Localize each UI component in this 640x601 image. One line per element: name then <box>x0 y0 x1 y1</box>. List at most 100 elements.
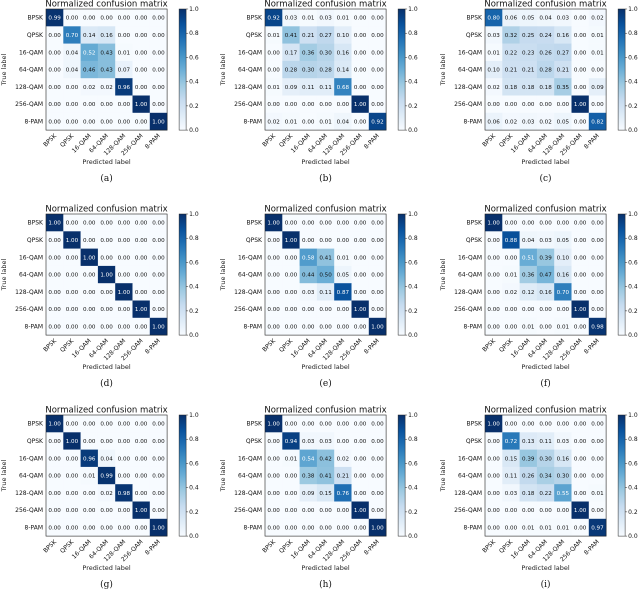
cell-value-label: 0.15 <box>319 491 332 497</box>
cell-value-label: 0.00 <box>135 16 148 22</box>
heatmap-cell <box>46 484 64 502</box>
heatmap-cell <box>282 484 300 502</box>
cell-value-label: 0.28 <box>539 68 552 74</box>
heatmap-cell <box>536 78 555 96</box>
cell-value-label: 0.13 <box>522 439 535 445</box>
cell-value-label: 0.00 <box>267 238 280 244</box>
cell-value-label: 0.00 <box>267 50 280 56</box>
heatmap-cell <box>334 26 352 44</box>
heatmap-cell <box>63 484 81 502</box>
y-tick-label: 256-QAM <box>454 507 482 514</box>
heatmap-cell <box>588 283 607 301</box>
cell-value-label: 0.70 <box>66 33 79 39</box>
y-tick-label: 16-QAM <box>19 49 43 56</box>
cell-value-label: 0.00 <box>135 119 148 125</box>
heatmap-cell <box>46 518 64 537</box>
cell-value-label: 0.00 <box>152 255 165 261</box>
heatmap-cell <box>554 501 572 520</box>
x-axis-label: Predicted label <box>301 363 349 371</box>
heatmap-cell <box>554 95 572 114</box>
confusion-matrix-panel: Normalized confusion matrix 0.99 0.00 0.00 0… <box>0 0 199 184</box>
heatmap-cell <box>63 231 81 249</box>
cell-value-label: 0.00 <box>337 221 350 227</box>
cell-value-label: 0.00 <box>337 307 350 313</box>
heatmap-cell <box>368 449 387 468</box>
heatmap-cell <box>368 9 387 27</box>
y-axis-label: True label <box>0 460 8 493</box>
chart-title: Normalized confusion matrix <box>484 406 606 416</box>
heatmap-cell <box>316 248 335 267</box>
x-axis-label: Predicted label <box>521 158 569 166</box>
cell-value-label: 0.00 <box>319 221 332 227</box>
cell-value-label: 0.01 <box>319 119 332 125</box>
cell-value-label: 1.00 <box>574 307 587 313</box>
chart-title: Normalized confusion matrix <box>264 0 386 10</box>
cell-value-label: 0.00 <box>267 508 280 514</box>
heatmap-cell <box>46 300 64 319</box>
y-tick-label: QPSK <box>246 237 263 244</box>
cell-value-label: 0.70 <box>557 290 570 296</box>
cell-value-label: 0.00 <box>319 324 332 330</box>
chart-title: Normalized confusion matrix <box>45 406 167 416</box>
cell-value-label: 0.00 <box>152 422 165 428</box>
y-tick-label: 64-QAM <box>19 272 43 279</box>
cell-value-label: 0.00 <box>574 255 587 261</box>
heatmap-cell <box>368 283 387 301</box>
y-tick-label: 8-PAM <box>464 118 483 125</box>
heatmap-cell <box>554 518 572 537</box>
heatmap-cell <box>351 415 370 433</box>
heatmap-cell <box>63 112 81 131</box>
cell-value-label: 0.87 <box>337 290 350 296</box>
x-tick-label: 8-PAM <box>363 338 381 356</box>
x-tick-label: 8-PAM <box>144 133 162 151</box>
heatmap-cell <box>502 466 520 485</box>
heatmap-cell <box>588 449 607 468</box>
colorbar-tick-label: 1.0 <box>189 412 199 419</box>
cell-value-label: 0.00 <box>487 324 500 330</box>
cell-value-label: 0.15 <box>505 456 518 462</box>
heatmap-cell <box>299 501 318 520</box>
cell-value-label: 0.00 <box>371 508 384 514</box>
colorbar-tick-label: 0.0 <box>189 533 199 540</box>
heatmap-cell <box>536 231 555 249</box>
heatmap-cell <box>571 60 590 79</box>
x-tick-label: BPSK <box>481 538 498 555</box>
plot-frame <box>484 414 607 537</box>
heatmap-cell <box>132 283 151 301</box>
heatmap-cell <box>80 484 99 502</box>
cell-value-label: 0.10 <box>487 68 500 74</box>
cell-value-label: 1.00 <box>135 307 148 313</box>
y-tick-label: QPSK <box>27 438 44 445</box>
cell-value-label: 1.00 <box>152 324 165 330</box>
panel-caption: (i) <box>541 579 551 590</box>
cell-value-label: 0.82 <box>591 119 603 125</box>
cell-value-label: 0.00 <box>48 238 61 244</box>
heatmap-cell <box>368 518 387 537</box>
cell-value-label: 0.00 <box>522 508 535 514</box>
cell-value-label: 0.00 <box>337 439 350 445</box>
heatmap-cell <box>132 432 151 450</box>
cell-value-label: 0.00 <box>48 85 61 91</box>
cell-value-label: 0.00 <box>100 324 113 330</box>
y-tick-label: BPSK <box>247 15 264 22</box>
y-tick-label: 128-QAM <box>454 289 482 296</box>
heatmap-cell <box>282 9 300 27</box>
cell-value-label: 0.00 <box>371 50 384 56</box>
cell-value-label: 0.03 <box>302 439 315 445</box>
cell-value-label: 0.03 <box>319 16 332 22</box>
cell-value-label: 0.00 <box>302 508 315 514</box>
heatmap-cell <box>502 484 520 502</box>
heatmap-cell <box>571 466 590 485</box>
cell-value-label: 0.27 <box>319 33 332 39</box>
y-axis-label: True label <box>0 54 8 87</box>
cell-value-label: 0.00 <box>152 491 165 497</box>
heatmap-cell <box>46 432 64 450</box>
cell-value-label: 0.03 <box>285 16 298 22</box>
cell-value-label: 0.96 <box>118 85 131 91</box>
colorbar-tick-label: 1.0 <box>628 211 638 218</box>
heatmap-cell <box>502 78 520 96</box>
heatmap-cell <box>63 518 81 537</box>
cell-value-label: 0.00 <box>135 491 148 497</box>
y-tick-label: QPSK <box>27 237 44 244</box>
heatmap-cell <box>115 26 133 44</box>
